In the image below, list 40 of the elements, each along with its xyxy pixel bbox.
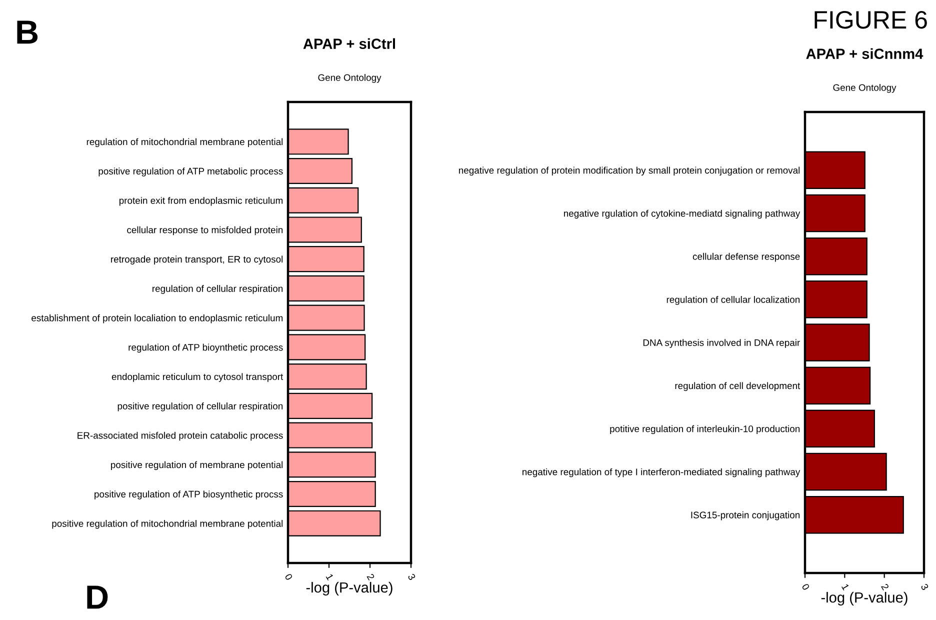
y-tick-label: regulation of mitochondrial membrane potential — [86, 138, 283, 148]
y-tick-label: retrogade protein transport, ER to cytosol — [111, 256, 283, 264]
y-tick-label: positive regulation of ATP biosynthetic procss — [94, 490, 283, 500]
text: B — [17, 20, 38, 44]
x-tick-label: 3 — [408, 573, 416, 581]
y-tick-label: negative regulation of protein modification by small protein conjugation or removal — [459, 166, 800, 176]
chart-subtitle: Gene Ontology — [833, 84, 896, 93]
chart-title: APAP + siCtrl — [303, 38, 396, 49]
y-tick-label: DNA synthesis involved in DNA repair — [643, 339, 800, 348]
y-tick-label: regulation of ATP bioynthetic process — [128, 344, 283, 353]
y-tick-label: cellular defense response — [692, 252, 800, 262]
y-tick-label: potitive regulation of interleukin-10 production — [610, 425, 800, 434]
y-tick-label: protein exit from endoplasmic reticulum — [119, 196, 283, 206]
x-tick-label: 0 — [802, 583, 810, 591]
chart-title: APAP + siCnnm4 — [806, 48, 924, 59]
y-tick-label: negative regulation of type I interferon-mediated signaling pathway — [522, 468, 800, 478]
y-tick-label: establishment of protein localiation to endoplasmic reticulum — [32, 314, 283, 324]
x-tick-label: 2 — [881, 583, 890, 591]
text: D — [87, 586, 108, 609]
x-tick-label: 1 — [326, 574, 334, 581]
x-axis-title: -log (P-value) — [306, 582, 392, 596]
y-tick-label: positive regulation of cellular respiration — [118, 402, 283, 412]
y-tick-label: positive regulation of membrane potential — [111, 461, 283, 470]
y-tick-label: ISG15-protein conjugation — [691, 511, 800, 520]
y-tick-label: negative rgulation of cytokine-mediatd signaling pathway — [564, 210, 800, 219]
y-tick-label: positive regulation of mitochondrial membrane potential — [52, 520, 283, 529]
y-tick-label: positive regulation of ATP metabolic process — [98, 168, 283, 176]
x-tick-label: 1 — [842, 584, 850, 591]
chart-subtitle: Gene Ontology — [318, 74, 382, 83]
y-tick-label: regulation of cellular respiration — [152, 285, 283, 294]
y-tick-label: endoplamic reticulum to cytosol transport — [112, 373, 284, 382]
caption: FIGURE 6 — [814, 11, 927, 29]
x-tick-label: 3 — [920, 583, 929, 591]
x-tick-label: 2 — [366, 573, 375, 581]
x-tick-label: 0 — [284, 573, 293, 581]
y-tick-label: ER-associated misfoled protein catabolic process — [78, 432, 283, 441]
y-tick-label: cellular response to misfolded protein — [127, 226, 283, 236]
y-tick-label: regulation of cell development — [675, 382, 800, 391]
x-axis-title: -log (P-value) — [821, 592, 908, 606]
y-tick-label: regulation of cellular localization — [666, 296, 800, 305]
